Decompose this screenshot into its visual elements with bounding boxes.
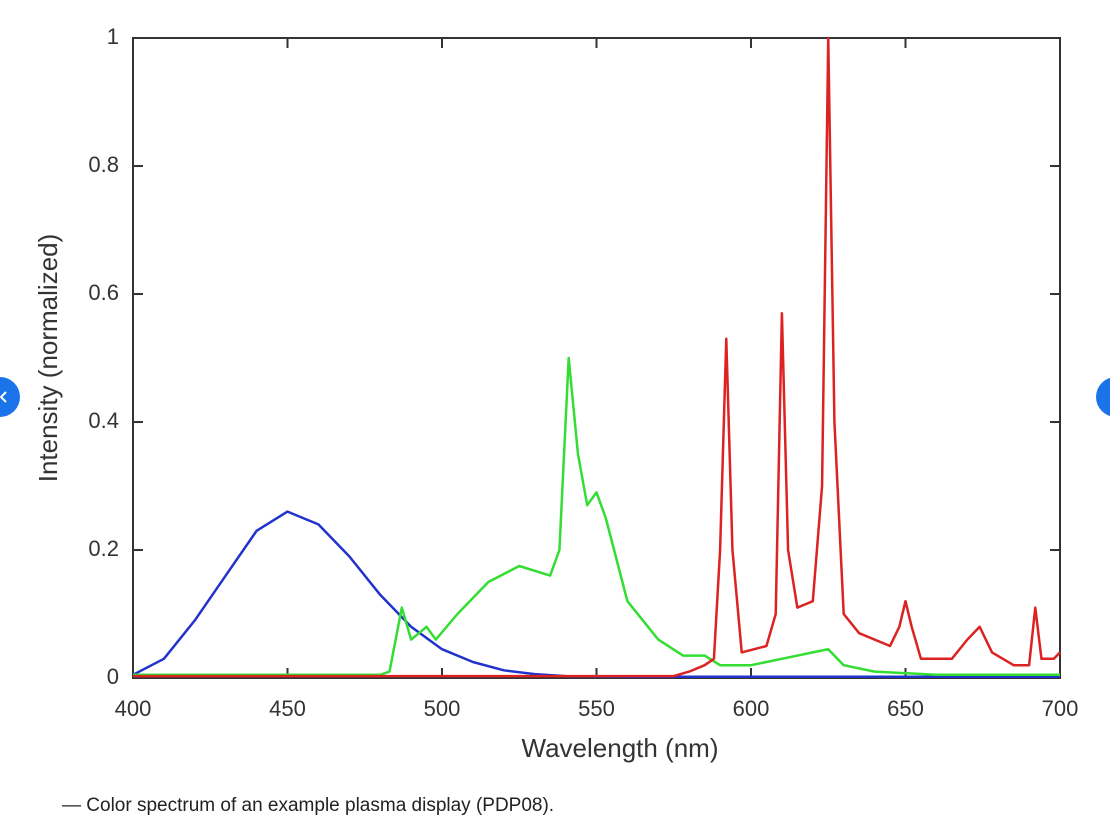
spectrum-line <box>133 36 1061 678</box>
caption: — Color spectrum of an example plasma di… <box>62 795 555 816</box>
y-tick-label: 0 <box>107 664 119 689</box>
x-tick-label: 600 <box>733 696 770 721</box>
x-axis-label: Wavelength (nm) <box>522 733 719 763</box>
x-tick-label: 700 <box>1042 696 1079 721</box>
prev-icon <box>0 391 7 403</box>
y-tick-label: 0.2 <box>88 536 119 561</box>
y-tick-label: 1 <box>107 24 119 49</box>
y-tick-label: 0.4 <box>88 408 119 433</box>
x-tick-label: 500 <box>424 696 461 721</box>
y-tick-label: 0.8 <box>88 152 119 177</box>
prev-button[interactable] <box>0 377 20 417</box>
x-tick-label: 450 <box>269 696 306 721</box>
x-tick-label: 650 <box>887 696 924 721</box>
next-button[interactable] <box>1096 377 1110 417</box>
x-tick-label: 550 <box>578 696 615 721</box>
plot-frame <box>132 37 1061 679</box>
spectrum-line <box>132 510 1060 678</box>
spectrum-line <box>133 356 1060 677</box>
chart: Wavelength (nm) Intensity (normalized) 4… <box>33 24 1079 763</box>
x-tick-label: 400 <box>115 696 152 721</box>
y-tick-label: 0.6 <box>88 280 119 305</box>
y-axis-label: Intensity (normalized) <box>33 234 63 483</box>
